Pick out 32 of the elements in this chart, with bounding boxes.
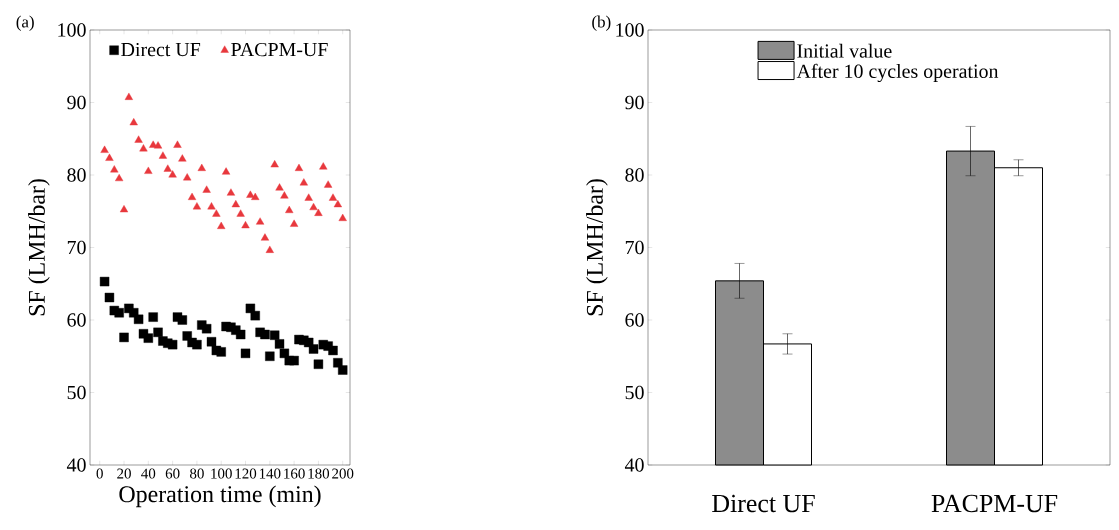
text: (a) xyxy=(16,15,34,31)
y-tick-label: 90 xyxy=(67,95,86,110)
y-tick-label: 70 xyxy=(67,240,86,255)
y-tick-label: 100 xyxy=(58,23,86,37)
x-tick-label: 160 xyxy=(284,468,305,479)
y-axis-title: SF (LMH/bar) xyxy=(28,179,50,316)
x-tick-label: 180 xyxy=(308,468,330,479)
y-axis-title: SF (LMH/bar) xyxy=(586,179,608,316)
y-tick-label: 100 xyxy=(616,23,644,37)
x-tick-label: 80 xyxy=(190,468,204,479)
text: (b) xyxy=(592,15,611,31)
y-tick-label: 80 xyxy=(67,168,86,182)
y-tick-label: 50 xyxy=(625,385,644,400)
legend-label: PACPM-UF xyxy=(231,42,328,57)
y-tick-label: 60 xyxy=(625,313,644,327)
x-tick-label: 20 xyxy=(117,468,131,479)
x-tick-label: 40 xyxy=(141,468,156,479)
x-tick-label: 0 xyxy=(96,468,103,479)
y-tick-label: 80 xyxy=(625,168,644,182)
x-tick-label: 140 xyxy=(259,468,281,479)
y-tick-label: 60 xyxy=(67,313,86,327)
x-tick-label: 120 xyxy=(235,468,257,479)
y-tick-label: 90 xyxy=(625,95,644,110)
x-axis-title: Operation time (min) xyxy=(119,485,321,508)
x-tick-label: 60 xyxy=(165,468,180,479)
x-tick-label: 200 xyxy=(332,468,354,479)
legend-label: Direct UF xyxy=(121,42,201,57)
legend-label: Initial value xyxy=(797,43,892,58)
y-tick-label: 50 xyxy=(67,385,86,400)
legend-label: After 10 cycles operation xyxy=(796,63,999,83)
y-tick-label: 70 xyxy=(625,240,644,255)
x-tick-label: 100 xyxy=(211,468,232,479)
